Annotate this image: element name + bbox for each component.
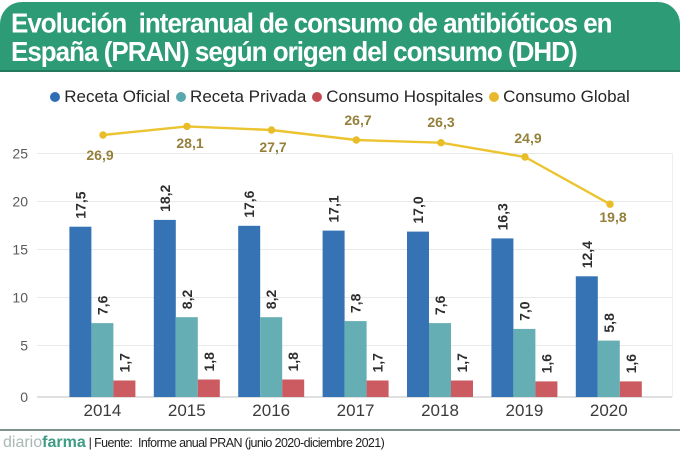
svg-text:26,7: 26,7 — [344, 112, 371, 128]
svg-text:12,4: 12,4 — [579, 241, 595, 268]
svg-text:28,1: 28,1 — [176, 135, 203, 151]
svg-text:2020: 2020 — [590, 401, 628, 420]
svg-text:2019: 2019 — [505, 401, 543, 420]
svg-text:1,8: 1,8 — [285, 352, 301, 372]
svg-text:7,8: 7,8 — [348, 293, 364, 313]
svg-text:26,9: 26,9 — [86, 147, 113, 163]
svg-text:8,2: 8,2 — [179, 290, 195, 310]
svg-text:1,6: 1,6 — [623, 354, 639, 374]
svg-text:20: 20 — [12, 194, 28, 210]
svg-text:18,2: 18,2 — [157, 184, 173, 211]
svg-text:26,3: 26,3 — [427, 114, 454, 130]
svg-text:17,6: 17,6 — [241, 190, 257, 217]
svg-text:24,9: 24,9 — [514, 130, 541, 146]
svg-text:17,0: 17,0 — [410, 196, 426, 223]
svg-text:1,7: 1,7 — [370, 353, 386, 373]
svg-text:2015: 2015 — [168, 401, 206, 420]
svg-text:5,8: 5,8 — [601, 313, 617, 333]
svg-text:1,8: 1,8 — [201, 352, 217, 372]
svg-text:7,6: 7,6 — [94, 295, 110, 315]
svg-text:1,6: 1,6 — [538, 354, 554, 374]
svg-text:15: 15 — [12, 242, 28, 258]
svg-text:25: 25 — [12, 146, 28, 162]
svg-text:17,5: 17,5 — [72, 191, 88, 218]
svg-text:7,6: 7,6 — [432, 295, 448, 315]
svg-text:8,2: 8,2 — [263, 290, 279, 310]
svg-text:16,3: 16,3 — [494, 203, 510, 230]
svg-text:2018: 2018 — [421, 401, 459, 420]
svg-text:27,7: 27,7 — [259, 139, 286, 155]
svg-text:5: 5 — [20, 338, 28, 354]
svg-text:1,7: 1,7 — [454, 353, 470, 373]
svg-text:2016: 2016 — [252, 401, 290, 420]
svg-text:19,8: 19,8 — [599, 209, 626, 225]
svg-text:0: 0 — [20, 389, 28, 405]
svg-text:1,7: 1,7 — [116, 353, 132, 373]
svg-text:10: 10 — [12, 290, 28, 306]
svg-text:2017: 2017 — [337, 401, 375, 420]
svg-text:17,1: 17,1 — [326, 195, 342, 222]
svg-text:2014: 2014 — [83, 401, 121, 420]
svg-text:7,0: 7,0 — [516, 301, 532, 321]
